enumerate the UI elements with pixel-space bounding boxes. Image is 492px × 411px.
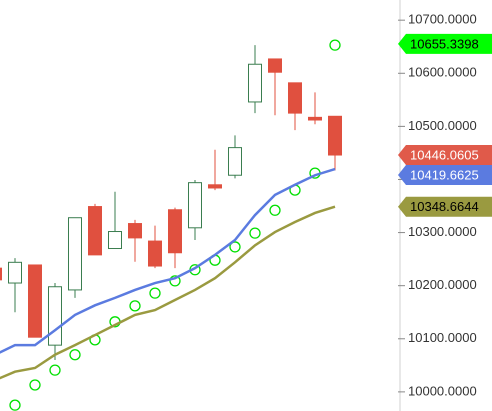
sar-dot: [9, 399, 21, 411]
candle-body: [208, 184, 222, 189]
sar-dot: [169, 275, 181, 287]
candle-body: [128, 223, 142, 239]
price-label-box: [398, 145, 492, 166]
price-label-text: 10446.0605: [410, 147, 479, 162]
candle-body: [8, 261, 22, 284]
plot-area: [0, 39, 342, 411]
y-tick-label: 10200.0000: [408, 277, 477, 292]
y-tick-label: 10700.0000: [408, 12, 477, 27]
price-label: 10348.6644: [398, 196, 492, 217]
candle-body: [268, 58, 282, 73]
y-tick-label: 10300.0000: [408, 224, 477, 239]
y-tick-label: 10000.0000: [408, 383, 477, 398]
candle-body: [48, 286, 62, 346]
candle-body: [328, 115, 342, 156]
sar-dot: [29, 379, 41, 391]
candle-body: [108, 231, 122, 250]
sar-dot: [269, 204, 281, 216]
candle-body: [148, 240, 162, 267]
price-label-text: 10348.6644: [410, 199, 479, 214]
price-label: 10419.6625: [398, 165, 492, 186]
sar-dot: [249, 227, 261, 239]
candle-body: [248, 63, 262, 103]
price-label-box: [398, 33, 492, 54]
y-tick-label: 10500.0000: [408, 118, 477, 133]
price-axis: 10000.0000 10100.0000 10200.0000 10300.0000…: [398, 0, 492, 411]
candle-body: [88, 206, 102, 256]
candle-body: [68, 217, 82, 291]
price-label: 10446.0605: [398, 145, 492, 166]
y-tick-label: 10100.0000: [408, 330, 477, 345]
price-label-text: 10419.6625: [410, 167, 479, 182]
candle-body: [308, 116, 322, 121]
moving-average-line: [0, 205, 336, 380]
sar-dot: [49, 364, 61, 376]
sar-dot: [229, 241, 241, 253]
price-label-box: [398, 165, 492, 186]
candle-body: [188, 182, 202, 229]
price-label-text: 10655.3398: [410, 36, 479, 51]
candle-body: [168, 209, 182, 254]
y-tick-label: 10600.0000: [408, 65, 477, 80]
price-label-box: [398, 196, 492, 217]
candle-body: [28, 264, 42, 338]
sar-dot: [329, 39, 341, 51]
price-label: 10655.3398: [398, 33, 492, 54]
candle-body: [228, 147, 242, 176]
sar-dot: [129, 300, 141, 312]
candle-body: [0, 267, 2, 281]
sar-dot: [69, 349, 81, 361]
moving-average-line: [0, 167, 336, 354]
candle-body: [288, 82, 302, 114]
sar-dot: [149, 287, 161, 299]
